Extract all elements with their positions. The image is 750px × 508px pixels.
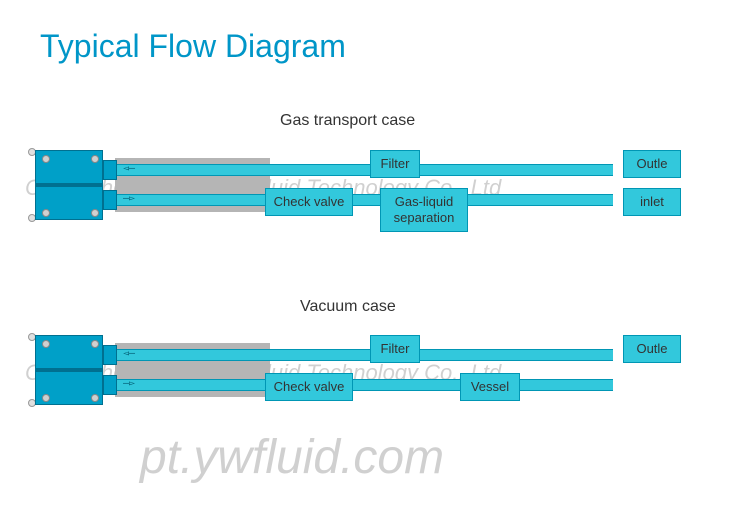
pump-port-2a — [103, 345, 117, 365]
arrow-out-icon: ◅— — [123, 348, 135, 359]
screw-icon — [42, 209, 50, 217]
gas-liquid-box: Gas-liquid separation — [380, 188, 468, 232]
watermark-url: pt.ywfluid.com — [140, 430, 444, 485]
pipe-1-bottom — [103, 194, 613, 206]
screw-icon — [91, 340, 99, 348]
outlet-box-2: Outle — [623, 335, 681, 363]
screw-icon — [91, 209, 99, 217]
pump-port-1a — [103, 160, 117, 180]
pump-split-2 — [35, 368, 103, 372]
filter-box-2: Filter — [370, 335, 420, 363]
diagram-canvas: Typical Flow Diagram Changzhou Yuanwang … — [0, 0, 750, 508]
box-label: Outle — [636, 341, 667, 357]
box-label: Filter — [381, 156, 410, 172]
box-label: Outle — [636, 156, 667, 172]
pump-port-2b — [103, 375, 117, 395]
check-valve-box: Check valve — [265, 188, 353, 216]
box-label: Check valve — [274, 379, 345, 395]
section-1-title: Gas transport case — [280, 112, 415, 130]
box-label: Filter — [381, 341, 410, 357]
outlet-box: Outle — [623, 150, 681, 178]
vessel-box: Vessel — [460, 373, 520, 401]
arrow-in-icon: —▻ — [123, 193, 135, 204]
box-label: inlet — [640, 194, 664, 210]
screw-icon — [42, 340, 50, 348]
screw-icon — [91, 155, 99, 163]
pump-port-1b — [103, 190, 117, 210]
box-label: Gas-liquid separation — [394, 194, 455, 225]
diagram-title: Typical Flow Diagram — [40, 28, 346, 65]
arrow-in-icon: —▻ — [123, 378, 135, 389]
screw-icon — [42, 155, 50, 163]
screw-icon — [91, 394, 99, 402]
section-2-title: Vacuum case — [300, 298, 396, 316]
arrow-out-icon: ◅— — [123, 163, 135, 174]
check-valve-box-2: Check valve — [265, 373, 353, 401]
screw-icon — [42, 394, 50, 402]
pump-split-1 — [35, 183, 103, 187]
pipe-2-bottom — [103, 379, 613, 391]
filter-box: Filter — [370, 150, 420, 178]
pipe-1-top — [103, 164, 613, 176]
inlet-box: inlet — [623, 188, 681, 216]
box-label: Vessel — [471, 379, 509, 395]
pipe-2-top — [103, 349, 613, 361]
box-label: Check valve — [274, 194, 345, 210]
